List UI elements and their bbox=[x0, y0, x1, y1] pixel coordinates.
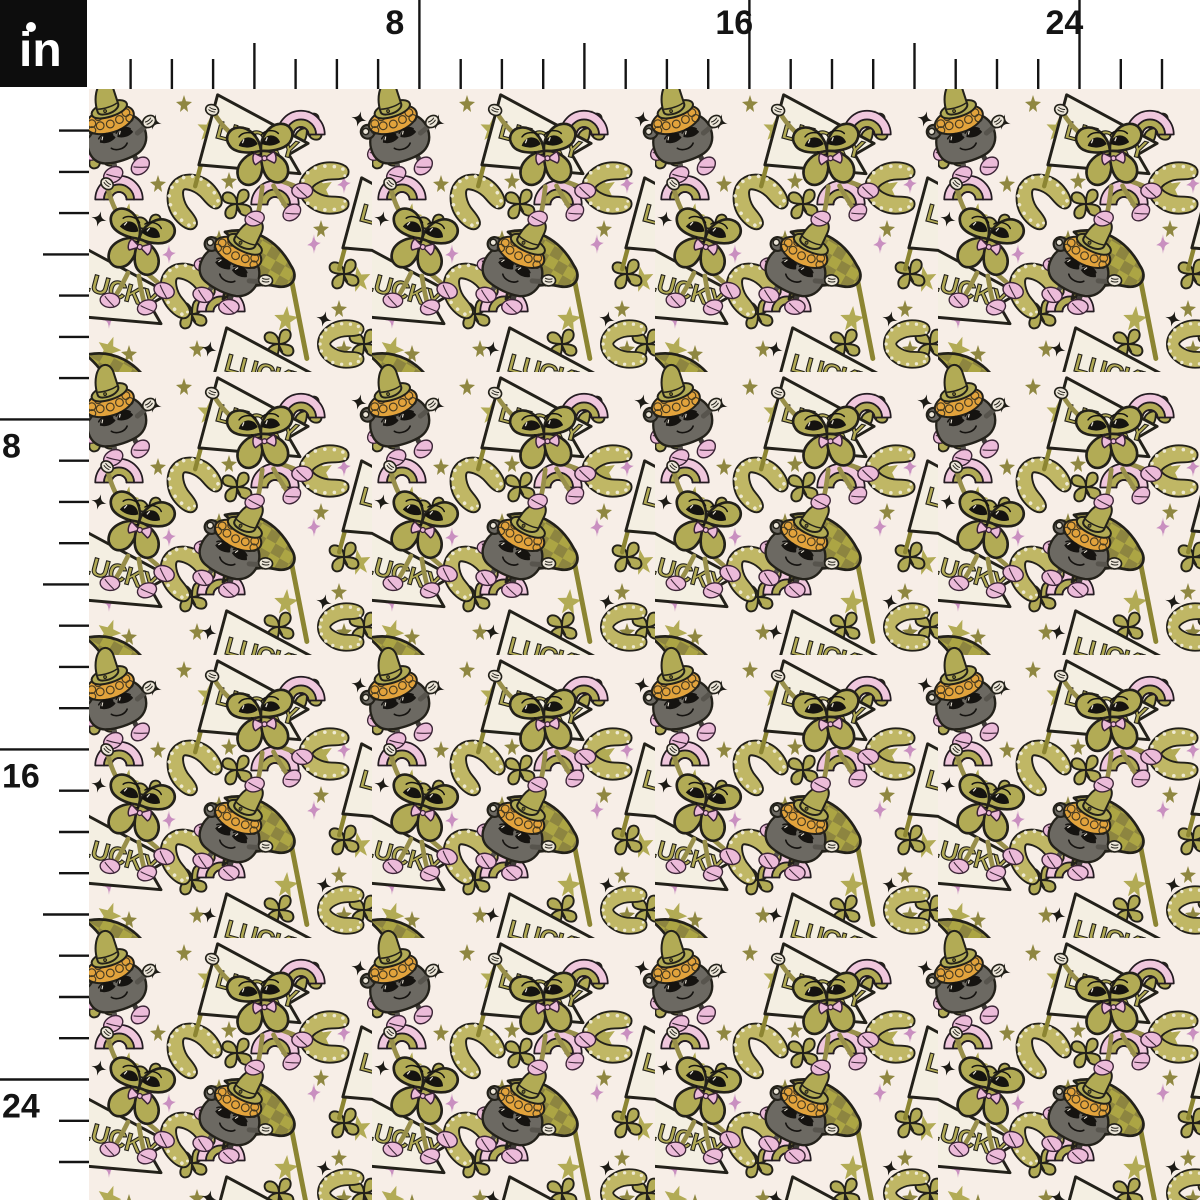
svg-text:16: 16 bbox=[715, 4, 753, 42]
svg-text:24: 24 bbox=[2, 1088, 40, 1126]
svg-text:16: 16 bbox=[2, 757, 40, 795]
svg-text:8: 8 bbox=[2, 427, 21, 465]
svg-text:24: 24 bbox=[1046, 4, 1084, 42]
svg-text:8: 8 bbox=[385, 4, 404, 42]
svg-text:in: in bbox=[19, 24, 62, 77]
